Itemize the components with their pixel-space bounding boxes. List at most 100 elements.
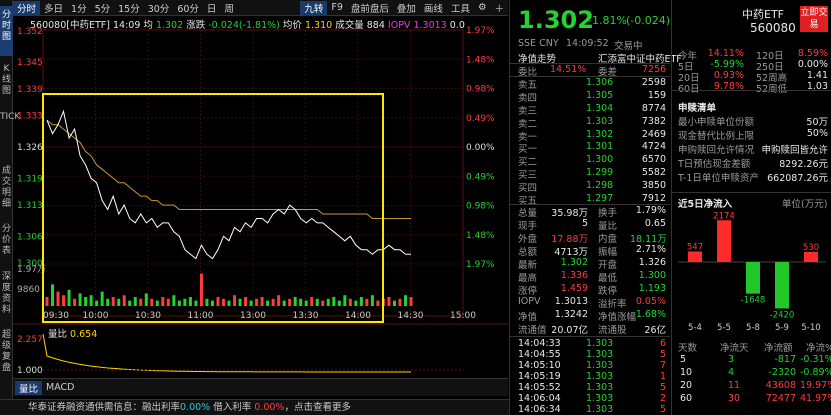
tick-price: 1.303 (586, 382, 614, 393)
flow-days: 5 (680, 354, 687, 365)
status-rate-1: 0.00% (180, 402, 211, 413)
tab-kline[interactable]: K线图 (1, 64, 11, 96)
tick-volume: 6 (659, 338, 666, 349)
period-multiday[interactable]: 多日 (44, 3, 64, 15)
volume-bar (106, 298, 110, 306)
volume-bar (348, 298, 352, 306)
status-text-2: 借入利率 (213, 402, 252, 413)
volume-bar (117, 298, 121, 306)
quote-status: 交易中 (614, 41, 643, 52)
stat-value: 0.65 (644, 218, 666, 229)
intraday-chart[interactable]: 1.352 1.345 1.339 1.333 1.326 1.319 1.313 1.306… (13, 16, 508, 399)
period-5min[interactable]: 5分 (94, 3, 111, 15)
flow-bar-label: 547 (687, 242, 703, 252)
stat-value: 17.88万 (551, 234, 588, 245)
chart-toolbar: 分时 多日 1分 5分 15分 30分 60分 日 周 九转 F9 盘前盘后 叠… (13, 0, 508, 16)
chart-price: 1.302 (155, 20, 184, 31)
ask-price: 1.305 (586, 90, 614, 101)
flow-amount: 72477 (765, 393, 796, 404)
period-label: 52周高 (756, 73, 788, 84)
weicha-label: 委差 (598, 67, 618, 78)
price-line (46, 109, 411, 260)
flow-day-label: 5-8 (746, 323, 760, 333)
stat-label: IOPV (518, 296, 541, 307)
subscribe-value: 662087.26元 (767, 173, 828, 184)
nine-turn-button[interactable]: 九转 (300, 0, 328, 15)
period-value: 14.11% (707, 48, 744, 59)
f9-button[interactable]: F9 (331, 2, 343, 13)
ask-price: 1.304 (586, 103, 614, 114)
tick-price: 1.303 (586, 371, 614, 382)
stat-value: 18.11万 (630, 234, 667, 245)
tick-time: 14:06:34 (518, 404, 561, 415)
overlay-button[interactable]: 叠加 (396, 3, 416, 15)
flow-net-days: 4 (728, 367, 735, 378)
volume-bar (282, 300, 286, 306)
tools-button[interactable]: 工具 (450, 3, 470, 15)
y-tick-left: 1.306 (17, 232, 43, 242)
tick-time: 14:04:33 (518, 338, 561, 349)
tick-price: 1.303 (586, 338, 614, 349)
flow5-title: 近5日净流入 (678, 199, 733, 210)
volume-bar (56, 291, 60, 306)
weibi-label: 委比 (518, 67, 538, 78)
x-tick: 15:00 (450, 311, 476, 321)
net-trend-label[interactable]: 净值走势 (518, 54, 557, 65)
period-60min[interactable]: 60分 (177, 3, 199, 15)
period-label: 120日 (756, 51, 784, 62)
status-more-link[interactable]: ，点击查看更多 (284, 402, 351, 413)
stat-label: 振幅 (598, 247, 618, 258)
stat-label: 溢折率 (598, 299, 627, 310)
draw-line-button[interactable]: 画线 (423, 3, 443, 15)
volume-bar (144, 293, 148, 306)
flow-net-days: 30 (728, 393, 741, 404)
bid-label: 买一 (518, 144, 538, 155)
period-week[interactable]: 周 (224, 3, 234, 15)
flow-bar-label: -2420 (770, 310, 795, 320)
stat-value: 1.3242 (554, 309, 588, 320)
volume-bar (299, 298, 303, 306)
quote-exchange: SSE CNY (518, 38, 559, 49)
flow-table-header: 净流额 (764, 343, 793, 354)
trade-now-button[interactable]: 立即交易 (800, 6, 828, 32)
volume-bar (128, 300, 132, 306)
pre-post-market-button[interactable]: 盘前盘后 (350, 3, 389, 15)
tab-price-table[interactable]: 分价表 (1, 224, 11, 256)
volume-bar (409, 297, 413, 306)
period-1min[interactable]: 1分 (71, 3, 87, 15)
volume-bar (84, 297, 88, 306)
tick-price: 1.303 (586, 393, 614, 404)
volume-bar (210, 300, 214, 306)
y-tick-left: 1.333 (17, 112, 43, 122)
period-label: 60日 (678, 81, 700, 95)
volume-bar (277, 295, 281, 306)
tab-trade-detail[interactable]: 成交明细 (1, 166, 11, 209)
period-15min[interactable]: 15分 (118, 3, 140, 15)
period-day[interactable]: 日 (206, 3, 217, 15)
volume-bar (100, 291, 104, 306)
volume-bar (249, 300, 253, 306)
tab-tick[interactable]: TICK (0, 112, 21, 122)
y-tick-left: 1.319 (17, 174, 43, 184)
plus-icon[interactable]: ＋ (494, 3, 504, 15)
y-tick-left: 1.326 (17, 143, 43, 153)
tab-volume-ratio[interactable]: 量比 (15, 380, 43, 395)
x-tick: 14:30 (398, 311, 424, 321)
tab-depth[interactable]: 深度资料 (1, 272, 11, 315)
period-30min[interactable]: 30分 (147, 3, 170, 15)
period-label: 250日 (756, 62, 784, 73)
tab-intraday[interactable]: 分时图 (0, 6, 13, 56)
stat-value: 1.326 (638, 257, 666, 268)
tab-macd[interactable]: MACD (46, 382, 75, 393)
settings-icon[interactable]: ⚙ (477, 2, 487, 13)
stat-value: 26亿 (644, 325, 666, 336)
subscribe-label: 现金替代比例上限 (678, 131, 755, 142)
volume-bar (370, 295, 374, 306)
bid-price: 1.298 (586, 180, 614, 191)
tick-price: 1.303 (586, 404, 614, 415)
period-intraday[interactable]: 分时 (13, 0, 41, 15)
tab-replay[interactable]: 超级复盘 (1, 330, 11, 373)
period-value: -5.99% (710, 59, 744, 70)
ask-price: 1.306 (586, 77, 614, 88)
stat-value: 0.05% (635, 296, 666, 307)
